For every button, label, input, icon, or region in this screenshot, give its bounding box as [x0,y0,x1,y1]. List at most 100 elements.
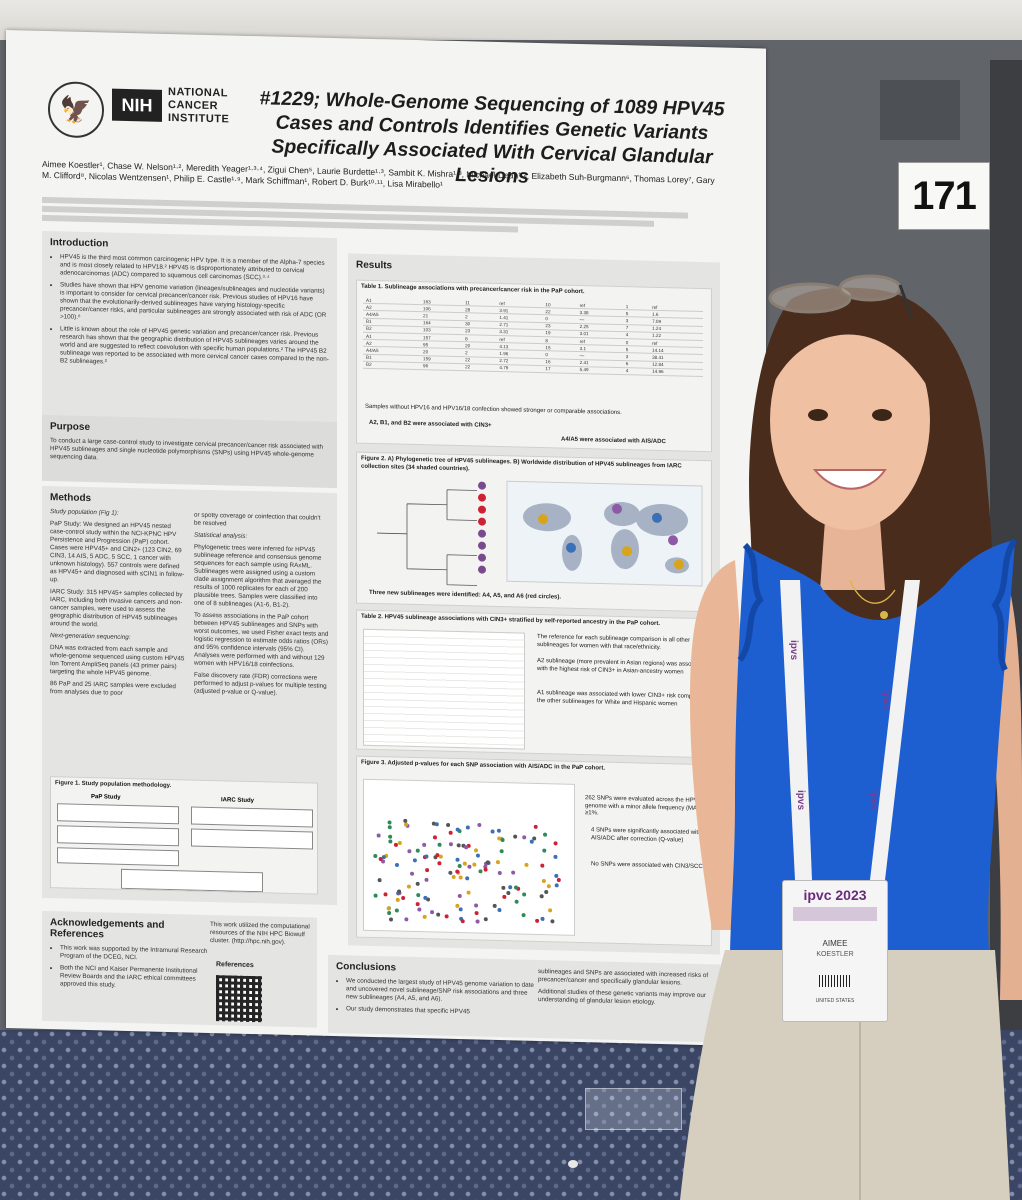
snp-point [472,862,477,867]
snp-point [425,868,430,873]
snp-point [462,861,467,866]
snp-point [521,913,526,918]
snp-point [497,908,502,913]
snp-point [543,832,548,837]
snp-point [448,870,453,875]
snp-point [373,893,378,898]
snp-point [437,842,442,847]
snp-point [553,854,558,859]
snp-point [448,842,453,847]
snp-point [455,869,460,874]
left-arm [690,560,745,930]
snp-point [377,878,382,883]
snp-point [458,907,463,912]
lanyard-text: ipvs [788,640,799,661]
snp-point [456,843,461,848]
snp-point [403,818,408,823]
lanyard-right [870,580,920,880]
snp-point [397,841,402,846]
board-rail [880,80,960,140]
snp-point [522,892,527,897]
snp-point [541,878,546,883]
snp-point [550,919,555,924]
snp-point [544,889,549,894]
snp-point [387,825,392,830]
barcode-icon [819,975,851,987]
snp-point [540,863,545,868]
snp-point [448,830,453,835]
results-section: Results Table 1. Sublineage associations… [348,253,720,955]
snp-point [455,857,460,862]
snp-point [532,836,537,841]
snp-point [438,854,443,859]
snp-point [474,911,479,916]
snp-point [511,870,516,875]
snp-point [539,894,544,899]
snp-point [386,906,391,911]
snp-point [406,884,411,889]
snp-point [387,910,392,915]
snp-point [432,835,437,840]
badge-first-name: AIMEE [822,939,848,948]
snp-point [473,848,478,853]
badge-country: UNITED STATES [815,998,855,1004]
lanyard-text: ipvs [795,790,806,811]
snp-point [455,827,460,832]
snp-point [522,835,527,840]
snp-point [496,828,501,833]
snp-point [514,885,519,890]
snp-point [387,820,392,825]
snp-point [435,853,440,858]
snp-point [422,914,427,919]
snp-point [478,869,483,874]
figure-2-graphic [377,480,703,587]
poster-number-card: 171 [898,162,990,230]
lanyard-text: ipvs [868,790,879,811]
snp-point [407,849,412,854]
snp-point [434,822,439,827]
snp-point [394,908,399,913]
snp-point [388,917,393,922]
snp-point [533,824,538,829]
snp-point [466,890,471,895]
snp-point [475,853,480,858]
poster: 🦅 NIH NATIONAL CANCER INSTITUTE #1229; W… [6,30,766,1047]
snp-point [383,892,388,897]
snp-point [458,875,463,880]
snp-point [499,849,504,854]
snp-point [388,839,393,844]
snp-point [529,839,534,844]
snp-point [485,860,490,865]
snp-point [524,862,529,867]
snp-point [394,862,399,867]
snp-point [415,902,420,907]
snp-point [506,891,511,896]
floor-plate [585,1088,682,1130]
floor-object [568,1160,578,1168]
snp-point [431,821,436,826]
snp-point [508,885,513,890]
snp-point [457,864,462,869]
khaki-pants [680,950,1010,1200]
snp-point [388,834,393,839]
badge-last-name: KOESTLER [816,951,854,958]
snp-point [542,848,547,853]
snp-point [474,903,479,908]
snp-point [401,895,406,900]
snp-point [540,916,545,921]
snp-point [501,885,506,890]
sunglasses-icon [768,274,914,319]
snp-point [415,881,420,886]
snp-point [451,874,456,879]
snp-point [422,842,427,847]
snp-point [455,903,460,908]
snp-point [415,848,420,853]
snp-point [417,907,422,912]
snp-point [393,842,398,847]
snp-point [554,873,559,878]
figure-3-scatter [363,778,575,936]
snp-point [497,870,502,875]
snp-point [475,919,480,924]
lanyard-left [780,580,812,880]
